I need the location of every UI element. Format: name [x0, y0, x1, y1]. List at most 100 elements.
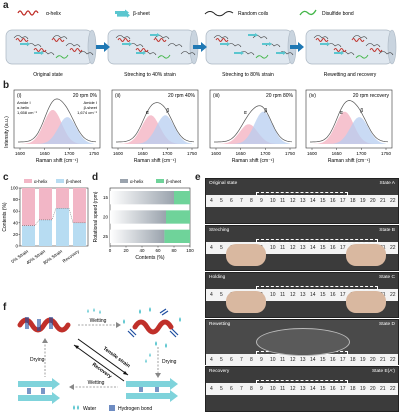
chart-d-bar-alpha — [110, 229, 165, 243]
arrow-tensile-label: Tensile strain — [102, 346, 131, 370]
ruler-number: 10 — [270, 198, 276, 204]
raman-subplot-3: (iii) 20 rpm 80% α β 1600 1650 1700 1750 Raman s… — [209, 89, 297, 164]
ruler-number: 22 — [390, 357, 396, 363]
ruler-number: 17 — [340, 245, 346, 251]
arrow-wetting-top-label: Wetting — [90, 318, 107, 324]
ruler-number: 6 — [230, 386, 233, 392]
chart-d-legend-swatch — [156, 179, 164, 183]
raman-annot-right: Amide I — [83, 100, 97, 105]
chart-c-xtick: Recovery — [62, 248, 81, 263]
fiber-cylinder-1 — [5, 29, 97, 65]
chart-c-xtick: 80% Strain — [42, 248, 63, 265]
photo-state-1: Original state State A 4 5 6 7 8 9 10 11 12 13 14 15 1… — [205, 178, 399, 224]
raman-roman-label: (iii) — [213, 93, 220, 99]
ruler-number: 13 — [300, 245, 306, 251]
chart-d-ytick: 15 — [103, 195, 109, 200]
raman-alpha-mark: α — [244, 110, 247, 116]
ruler-number: 20 — [370, 386, 376, 392]
fiber-cylinder-3 — [205, 29, 297, 65]
ruler-number: 4 — [210, 245, 213, 251]
ruler-number: 22 — [390, 198, 396, 204]
ruler-number: 19 — [360, 386, 366, 392]
ruler-number: 18 — [350, 198, 356, 204]
chart-c-bar-beta — [73, 222, 86, 246]
raman-tick-label: 1750 — [187, 151, 198, 156]
panel-b-raman-spectra: Intensity (a.u.) (i) 20 rpm 0%Amide Iα-he… — [4, 89, 393, 164]
legend-hydrogen-bond-label: Hydrogen bond — [118, 406, 152, 412]
chart-d-xtick: 40 — [139, 248, 145, 253]
chart-d-xtick: 60 — [155, 248, 161, 253]
ruler-number: 21 — [380, 386, 386, 392]
ruler-number: 16 — [330, 357, 336, 363]
ruler-number: 20 — [370, 198, 376, 204]
chart-d-legend-swatch — [120, 179, 128, 183]
ruler-number: 15 — [320, 386, 326, 392]
raman-tick-label: 1600 — [15, 151, 26, 156]
ruler-number: 4 — [210, 357, 213, 363]
stage-label-80: Streching to 80% strain — [222, 72, 274, 78]
raman-tick-label: 1750 — [381, 151, 392, 156]
ruler-number: 14 — [310, 245, 316, 251]
ruler-number: 6 — [230, 198, 233, 204]
raman-xlabel: Raman shift (cm⁻¹) — [36, 158, 79, 164]
chart-c-ytick: 80 — [13, 197, 19, 202]
raman-xlabel: Raman shift (cm⁻¹) — [232, 158, 275, 164]
panel-label-f: f — [3, 302, 7, 313]
hand-left — [226, 244, 266, 266]
chart-c-bar-alpha — [56, 188, 69, 209]
ruler-number: 18 — [350, 386, 356, 392]
raman-beta-mark: β — [264, 108, 267, 114]
raman-annot-left: α-helix — [17, 105, 29, 110]
chart-c-ytick: 20 — [13, 232, 19, 237]
panel-b-ylabel: Intensity (a.u.) — [4, 116, 10, 148]
ruler-number: 10 — [270, 357, 276, 363]
arrow-drying-right-label: Drying — [162, 359, 177, 365]
photo-state-right-label: State C — [379, 275, 395, 280]
raman-tick-label: 1650 — [40, 151, 51, 156]
ruler-number: 16 — [330, 386, 336, 392]
fiber-cylinder-2 — [107, 29, 199, 65]
legend-alpha-helix-label: α-helix — [46, 11, 61, 17]
raman-alpha-mark: α — [340, 110, 343, 116]
raman-tick-label: 1700 — [162, 151, 173, 156]
panel-label-c: c — [3, 172, 9, 183]
raman-tick-label: 1750 — [285, 151, 296, 156]
legend-disulfide-bond-label: Disulfide bond — [322, 11, 354, 17]
ruler: 4 5 6 7 8 9 10 11 12 13 14 15 16 17 18 19 20 21 22 — [206, 354, 398, 366]
chart-d-legend-label: α-helix — [130, 179, 144, 184]
ruler-number: 12 — [290, 292, 296, 298]
ruler-number: 22 — [390, 245, 396, 251]
raman-cond-label: 20 rpm 0% — [73, 93, 98, 99]
ruler-number: 16 — [330, 245, 336, 251]
legend-alpha-helix-icon — [17, 10, 39, 16]
ruler: 4 5 6 7 8 9 10 11 12 13 14 15 16 17 18 19 20 21 22 — [206, 383, 398, 395]
ruler-number: 11 — [280, 198, 286, 204]
hydrogen-bond-legend-icon — [109, 405, 115, 411]
chart-d-xtick: 100 — [186, 248, 194, 253]
chart-d-ytick: 20 — [103, 215, 109, 220]
raman-tick-label: 1700 — [64, 151, 75, 156]
ruler-number: 6 — [230, 357, 233, 363]
arrow-drying-left-label: Drying — [30, 357, 45, 363]
stage-label-original: Original state — [33, 72, 63, 78]
raman-alpha-mark: α — [146, 110, 149, 116]
photo-state-left-label: Original state — [209, 181, 238, 186]
panel-label-b: b — [3, 80, 10, 91]
chart-d-xtick: 20 — [123, 248, 129, 253]
ruler-number: 5 — [220, 245, 223, 251]
ruler-number: 9 — [260, 198, 263, 204]
photo-state-4: Rewetting State D 4 5 6 7 8 9 10 11 12 13 14 15 16 17 18… — [205, 319, 399, 366]
ruler-number: 19 — [360, 357, 366, 363]
ruler-number: 15 — [320, 198, 326, 204]
fiber-cylinder-4 — [305, 29, 397, 65]
ruler-number: 22 — [390, 386, 396, 392]
chart-d-ylabel: Rotational speed (rpm) — [93, 191, 99, 242]
stage-label-recovery: Rewetting and recovery — [324, 72, 377, 78]
ruler-number: 8 — [250, 386, 253, 392]
chart-c-legend-swatch — [24, 179, 32, 183]
ruler-number: 15 — [320, 357, 326, 363]
raman-tick-label: 1600 — [113, 151, 124, 156]
legend-random-coils-label: Random coils — [238, 11, 269, 17]
legend-random-coils-icon — [204, 11, 234, 17]
photo-state-left-label: Recovery — [209, 369, 230, 374]
